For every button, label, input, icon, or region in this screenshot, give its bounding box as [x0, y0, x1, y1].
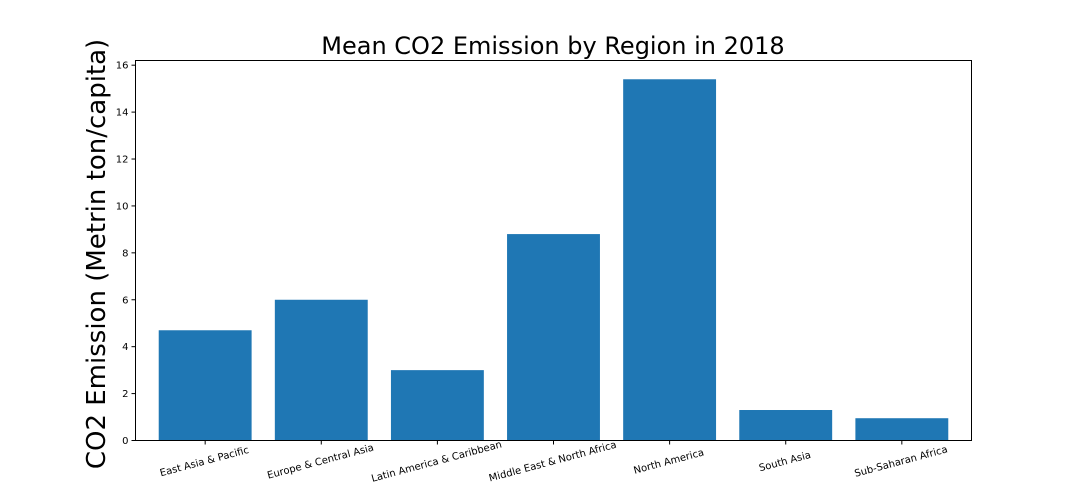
- x-tick-label: Middle East & North Africa: [488, 440, 618, 485]
- y-tick-label: 14: [116, 108, 129, 119]
- y-tick-label: 0: [122, 436, 128, 447]
- x-axis-ticks: East Asia & Pacific Europe & Central Asia…: [159, 439, 949, 484]
- x-tick-label: Europe & Central Asia: [266, 443, 375, 482]
- bar: [507, 234, 600, 441]
- x-tick-label: East Asia & Pacific: [159, 445, 250, 479]
- bar: [158, 330, 252, 441]
- bar: [739, 410, 833, 441]
- x-tick-label: Sub-Saharan Africa: [853, 444, 948, 479]
- x-tick-label: South Asia: [758, 450, 812, 474]
- bar: [390, 370, 484, 441]
- y-axis-label: CO2 Emission (Metrin ton/capita): [82, 39, 112, 469]
- y-tick-label: 10: [116, 201, 129, 212]
- bars-group: [158, 79, 949, 441]
- bar: [855, 418, 949, 441]
- plot-frame: [135, 60, 972, 441]
- y-tick-label: 16: [116, 61, 129, 72]
- bar: [274, 299, 368, 441]
- y-axis-ticks: 0 2 4 6 8 10 12 14 16: [116, 61, 136, 447]
- x-tick-label: North America: [633, 447, 706, 476]
- y-tick-label: 4: [122, 342, 128, 353]
- x-tick-label: Latin America & Caribbean: [370, 439, 503, 484]
- y-tick-label: 12: [116, 155, 129, 166]
- y-tick-label: 8: [122, 248, 128, 259]
- chart-title: Mean CO2 Emission by Region in 2018: [321, 32, 784, 60]
- y-tick-label: 2: [122, 389, 128, 400]
- y-tick-label: 6: [122, 295, 128, 306]
- bar: [623, 79, 717, 441]
